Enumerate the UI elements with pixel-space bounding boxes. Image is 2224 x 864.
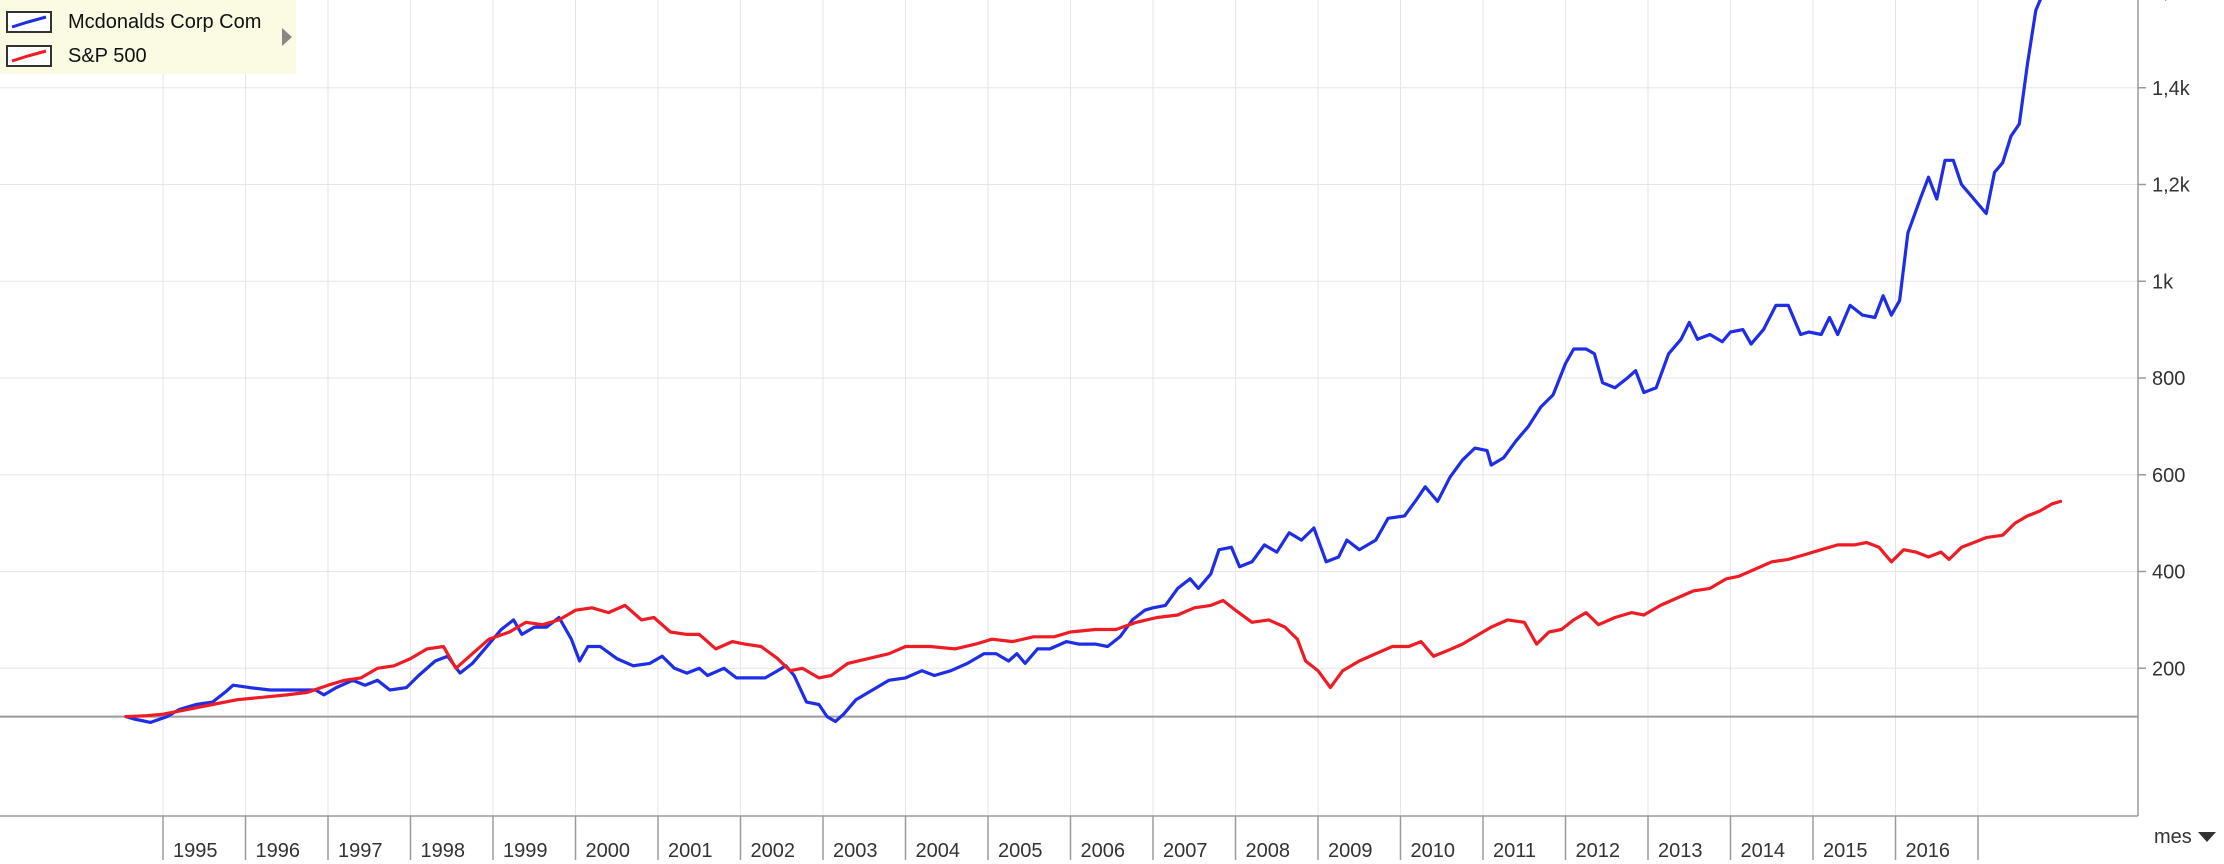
- y-tick-label: 600: [2152, 465, 2185, 487]
- period-selector-label: mes: [2154, 825, 2192, 848]
- x-tick-label: 2009: [1328, 840, 1373, 862]
- series-lines: [124, 0, 2063, 724]
- y-tick-label: 1k: [2152, 271, 2174, 293]
- x-tick-label: 2013: [1658, 840, 1703, 862]
- x-tick-label: 2011: [1493, 840, 1536, 862]
- grid-lines: [0, 0, 2138, 816]
- x-tick-label: 2006: [1081, 840, 1126, 862]
- y-tick-label: 400: [2152, 562, 2185, 584]
- x-axis-ticks: 1995 1996 1997 1998 1999 2000 2001 2002 2003 2004…: [162, 816, 1979, 862]
- chevron-down-icon: [2197, 832, 2216, 842]
- series-line-sp500: [124, 499, 2063, 719]
- legend-item-sp500[interactable]: S&P 500: [6, 41, 147, 71]
- x-tick-label: 1996: [256, 840, 301, 862]
- y-axis-ticks: 200 400 600 800 1k 1,2k 1,4k 1,6k: [2138, 0, 2191, 680]
- y-tick-label: 800: [2152, 368, 2185, 390]
- x-tick-label: 2015: [1823, 840, 1868, 862]
- x-tick-label: 2014: [1741, 840, 1786, 862]
- legend-expand-arrow-icon[interactable]: [282, 28, 292, 46]
- legend-item-mcdonalds[interactable]: Mcdonalds Corp Com: [6, 7, 261, 37]
- y-tick-label: 1,6k: [2152, 0, 2191, 3]
- y-tick-label: 1,2k: [2152, 175, 2191, 197]
- y-tick-label: 1,4k: [2152, 78, 2191, 100]
- legend: Mcdonalds Corp Com S&P 500: [0, 0, 296, 74]
- x-tick-label: 2000: [586, 840, 631, 862]
- x-tick-label: 2003: [833, 840, 878, 862]
- x-tick-label: 2008: [1246, 840, 1291, 862]
- x-tick-label: 1999: [503, 840, 548, 862]
- x-tick-label: 2016: [1906, 840, 1951, 862]
- x-tick-label: 1995: [173, 840, 218, 862]
- x-tick-label: 2007: [1163, 840, 1208, 862]
- period-selector[interactable]: mes: [2154, 824, 2216, 850]
- x-tick-label: 1998: [421, 840, 466, 862]
- axes: [0, 0, 2139, 817]
- x-tick-label: 2012: [1576, 840, 1621, 862]
- x-tick-label: 2004: [916, 840, 961, 862]
- legend-label-sp500: S&P 500: [68, 44, 147, 67]
- x-tick-label: 2001: [668, 840, 713, 862]
- x-tick-label: 2005: [998, 840, 1043, 862]
- series-line-mcdonalds: [124, 0, 2042, 724]
- legend-swatch-sp500: [6, 45, 52, 67]
- y-tick-label: 200: [2152, 658, 2185, 680]
- legend-swatch-mcdonalds: [6, 11, 52, 33]
- legend-label-mcdonalds: Mcdonalds Corp Com: [68, 10, 262, 33]
- x-tick-label: 2002: [751, 840, 796, 862]
- x-tick-label: 1997: [338, 840, 383, 862]
- x-tick-label: 2010: [1411, 840, 1456, 862]
